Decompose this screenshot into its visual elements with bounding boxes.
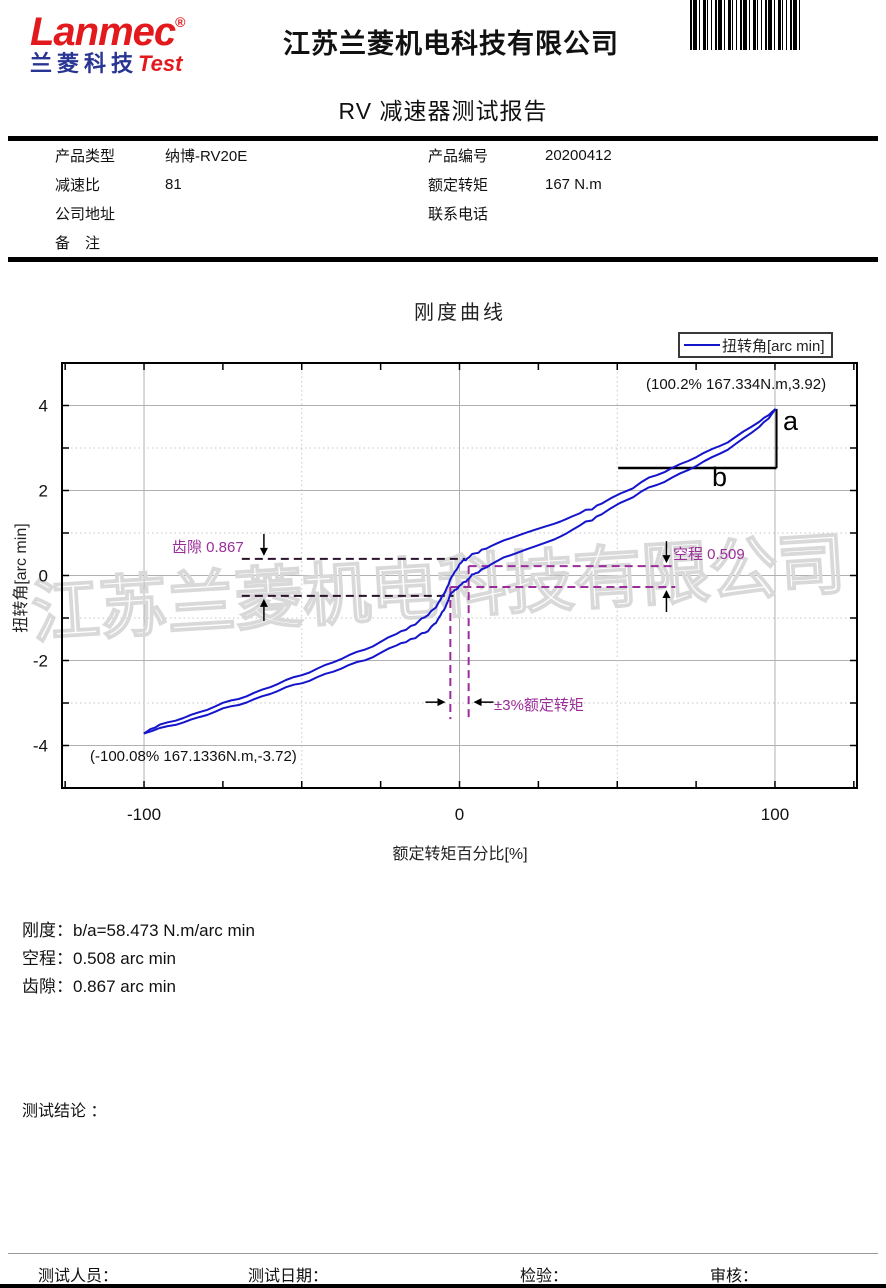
field-label: 产品类型 <box>55 148 116 165</box>
lost-motion-result: 空程：0.508 arc min <box>22 949 176 968</box>
field-label: 公司地址 <box>55 206 116 223</box>
logo-wordmark: Lanmec® <box>30 2 260 52</box>
table-row: 公司地址 联系电话 <box>8 199 878 228</box>
field-value: 纳博-RV20E <box>165 148 248 165</box>
backlash-annotation: 齿隙 0.867 <box>172 539 244 556</box>
field-label: 联系电话 <box>428 206 489 223</box>
logo-subtitle-cn: 兰菱科技 <box>30 51 139 76</box>
results-block: 刚度：b/a=58.473 N.m/arc min 空程：0.508 arc m… <box>22 917 255 1001</box>
lost-motion-annotation: 空程 0.509 <box>673 546 745 563</box>
svg-text:0: 0 <box>39 567 48 586</box>
field-label: 额定转矩 <box>428 177 489 194</box>
legend-line-sample <box>684 344 720 346</box>
conclusion-label: 测试结论 ： <box>22 1103 107 1120</box>
table-row: 备 注 <box>8 228 878 257</box>
x-axis-title: 额定转矩百分比[%] <box>392 846 528 863</box>
table-bottom-rule <box>8 257 878 262</box>
logo-text: Lanmec <box>30 10 176 54</box>
backlash-result: 齿隙：0.867 arc min <box>22 977 176 996</box>
footer-divider <box>8 1253 878 1254</box>
svg-text:100: 100 <box>761 805 789 824</box>
lanmec-logo: Lanmec® 兰菱科技Test <box>30 2 260 76</box>
triangle-a-label: a <box>783 406 799 436</box>
logo-subtitle: 兰菱科技Test <box>30 52 260 76</box>
rated-torque-band-annotation: ±3%额定转矩 <box>494 697 584 714</box>
footer-review-label: 审核： <box>710 1268 759 1285</box>
field-label: 产品编号 <box>428 148 489 165</box>
footer-tester-label: 测试人员： <box>38 1268 119 1285</box>
svg-text:-4: -4 <box>33 737 48 756</box>
registered-mark: ® <box>175 14 185 30</box>
barcode-image <box>690 0 800 50</box>
logo-subtitle-en: Test <box>138 51 183 76</box>
product-info-table: 产品类型 纳博-RV20E 产品编号 20200412 减速比 81 额定转矩 … <box>8 141 878 257</box>
svg-text:0: 0 <box>455 805 464 824</box>
svg-text:4: 4 <box>39 397 48 416</box>
triangle-b-label: b <box>712 462 728 492</box>
report-title: RV 减速器测试报告 <box>338 98 548 124</box>
field-value: 81 <box>165 176 182 193</box>
table-top-rule <box>8 136 878 141</box>
field-value: 20200412 <box>545 147 612 164</box>
legend-label: 扭转角[arc min] <box>722 337 825 355</box>
field-label: 减速比 <box>55 177 101 194</box>
table-row: 减速比 81 额定转矩 167 N.m <box>8 170 878 199</box>
max-point-annotation: (100.2% 167.334N.m,3.92) <box>646 376 827 393</box>
svg-text:2: 2 <box>39 482 48 501</box>
footer-inspect-label: 检验： <box>520 1268 569 1285</box>
stiffness-result: 刚度：b/a=58.473 N.m/arc min <box>22 921 255 940</box>
field-label: 备 注 <box>55 235 101 252</box>
field-value: 167 N.m <box>545 176 602 193</box>
svg-text:-2: -2 <box>33 652 48 671</box>
svg-text:-100: -100 <box>127 805 161 824</box>
chart-legend: 扭转角[arc min] <box>678 332 833 358</box>
page-bottom-rule <box>0 1284 886 1288</box>
footer-date-label: 测试日期： <box>248 1268 329 1285</box>
table-row: 产品类型 纳博-RV20E 产品编号 20200412 <box>8 141 878 170</box>
min-point-annotation: (-100.08% 167.1336N.m,-3.72) <box>90 748 297 765</box>
chart-title: 刚度曲线 <box>414 302 506 324</box>
company-name: 江苏兰菱机电科技有限公司 <box>283 29 619 59</box>
y-axis-title: 扭转角[arc min] <box>13 523 30 633</box>
